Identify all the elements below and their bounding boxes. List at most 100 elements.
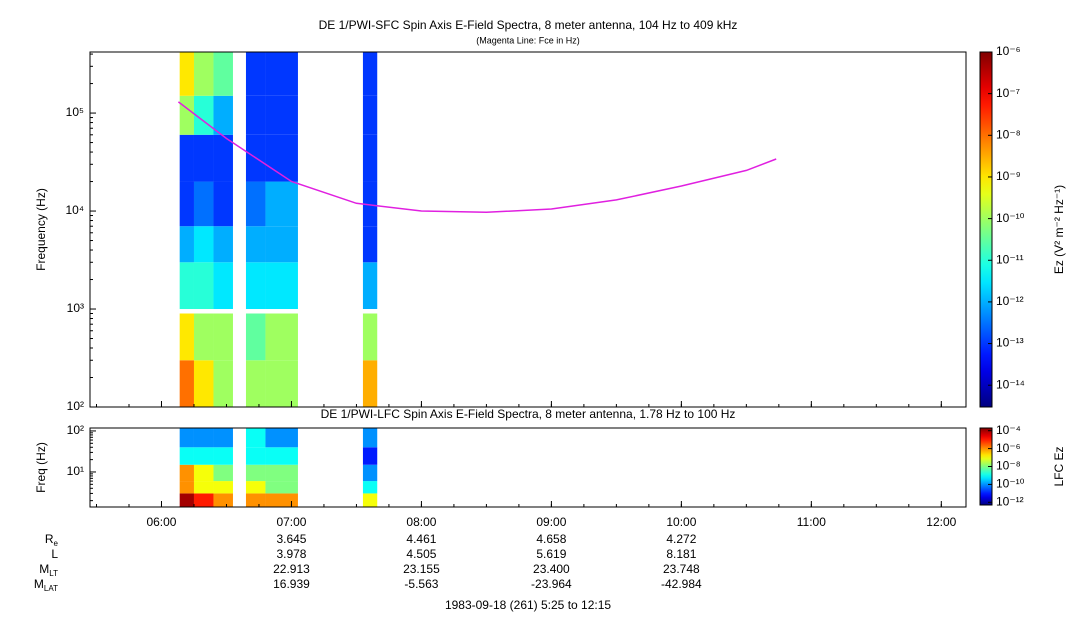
spectrogram-cell	[213, 134, 233, 182]
ephemeris-value: 5.619	[536, 547, 566, 561]
spectrogram-cell	[245, 313, 266, 361]
x-tick-label: 09:00	[536, 515, 566, 529]
spectrogram-cell	[179, 428, 194, 448]
colorbar-tick-label: 10⁻⁶	[996, 44, 1021, 58]
ephemeris-sub: e	[54, 539, 59, 548]
spectrogram-cell	[362, 181, 378, 227]
colorbar-tick-label: 10⁻¹³	[996, 336, 1024, 350]
x-tick-label: 06:00	[146, 515, 176, 529]
ephemeris-value: 3.978	[276, 547, 306, 561]
ephemeris-label: MLAT	[34, 577, 58, 593]
ephemeris-name: M	[34, 577, 44, 591]
spectrogram-cell	[213, 52, 233, 96]
plot-frame	[89, 51, 967, 408]
y-tick-label: 10²	[67, 423, 84, 437]
y-axis-label: Freq (Hz)	[34, 442, 48, 493]
ephemeris-label: MLT	[39, 562, 58, 578]
spectrogram-cell	[193, 181, 214, 227]
ephemeris-value: -23.964	[531, 577, 572, 591]
spectrogram-cell	[193, 428, 214, 448]
spectrogram-cell	[245, 95, 266, 135]
colorbar-tick-label: 10⁻¹⁰	[996, 211, 1025, 225]
ephemeris-name: L	[51, 547, 58, 561]
colorbar-tick-label: 10⁻⁷	[996, 86, 1020, 100]
spectrogram-cell	[265, 52, 298, 96]
spectrogram-cell	[213, 481, 233, 494]
spectrogram-cell	[179, 447, 194, 465]
spectrogram-cell	[213, 226, 233, 263]
ephemeris-value: 4.505	[406, 547, 436, 561]
spectrogram-cell	[245, 428, 266, 448]
spectrogram-cell	[265, 447, 298, 465]
spectrogram-cell	[193, 134, 214, 182]
spectrogram-cell	[193, 481, 214, 494]
spectrogram-cell	[245, 464, 266, 482]
colorbar-label: Ez (V² m⁻² Hz⁻¹)	[1052, 185, 1066, 274]
ephemeris-value: 23.155	[403, 562, 440, 576]
colorbar-tick-label: 10⁻¹²	[996, 294, 1024, 308]
spectrogram-cell	[245, 360, 266, 407]
chart-title: DE 1/PWI-SFC Spin Axis E-Field Spectra, …	[319, 18, 738, 32]
ephemeris-value: 4.658	[536, 532, 566, 546]
spectrogram-cell	[362, 447, 378, 465]
spectrogram-cell	[362, 134, 378, 182]
spectrogram-cell	[265, 360, 298, 407]
spectrogram-cell	[265, 181, 298, 227]
ephemeris-value: 4.272	[666, 532, 696, 546]
ephemeris-value: 23.400	[533, 562, 570, 576]
spectrogram-cell	[213, 428, 233, 448]
chart-title: DE 1/PWI-LFC Spin Axis E-Field Spectra, …	[321, 407, 736, 421]
spectrogram-cell	[193, 493, 214, 507]
spectrogram-cell	[362, 428, 378, 448]
spectrogram-cell	[265, 481, 298, 494]
colorbar-tick-label: 10⁻⁶	[996, 441, 1021, 455]
colorbar	[979, 51, 993, 408]
spectrogram-cell	[245, 262, 266, 310]
x-tick-label: 10:00	[666, 515, 696, 529]
spectrogram-cell	[265, 493, 298, 507]
ephemeris-value: 23.748	[663, 562, 700, 576]
spectrogram-cell	[213, 493, 233, 507]
spectrogram-cell	[193, 360, 214, 407]
ephemeris-sub: LAT	[44, 584, 58, 593]
spectrogram-cell	[362, 481, 378, 494]
spectrogram-cell	[193, 262, 214, 310]
spectrogram-cell	[179, 464, 194, 482]
spectrogram-cell	[265, 464, 298, 482]
ephemeris-value: 22.913	[273, 562, 310, 576]
colorbar-label: LFC Ez	[1052, 446, 1066, 486]
spectrogram-cell	[193, 313, 214, 361]
spectrogram-cell	[179, 52, 194, 96]
spectrogram-cell	[245, 481, 266, 494]
colorbar-tick-label: 10⁻⁸	[996, 459, 1021, 473]
spectrogram-cell	[179, 360, 194, 407]
spectrogram-cell	[213, 360, 233, 407]
spectrogram-cell	[213, 447, 233, 465]
spectrogram-cell	[245, 226, 266, 263]
ephemeris-value: 3.645	[276, 532, 306, 546]
colorbar-tick-label: 10⁻⁴	[996, 423, 1021, 437]
spectrogram-cell	[213, 181, 233, 227]
spectrogram-cell	[362, 313, 378, 361]
x-tick-label: 11:00	[797, 515, 826, 529]
y-tick-label: 10²	[67, 399, 84, 413]
spectrogram-cell	[362, 95, 378, 135]
spectrogram-cell	[362, 262, 378, 310]
ephemeris-label: Re	[45, 532, 59, 548]
spectrogram-cell	[213, 313, 233, 361]
colorbar-tick-label: 10⁻⁸	[996, 127, 1021, 141]
spectrogram-cell	[245, 493, 266, 507]
ephemeris-value: -5.563	[404, 577, 438, 591]
ephemeris-label: L	[51, 547, 58, 561]
y-tick-label: 10³	[67, 301, 84, 315]
x-tick-label: 12:00	[926, 515, 956, 529]
x-tick-label: 07:00	[276, 515, 306, 529]
spectrogram-cell	[362, 226, 378, 263]
spectrogram-cell	[265, 95, 298, 135]
spectrogram-cell	[265, 262, 298, 310]
spectrogram-cell	[179, 134, 194, 182]
spectrogram-cell	[265, 226, 298, 263]
colorbar-tick-label: 10⁻¹⁴	[996, 377, 1025, 391]
ephemeris-value: -42.984	[661, 577, 702, 591]
x-tick-label: 08:00	[406, 515, 436, 529]
